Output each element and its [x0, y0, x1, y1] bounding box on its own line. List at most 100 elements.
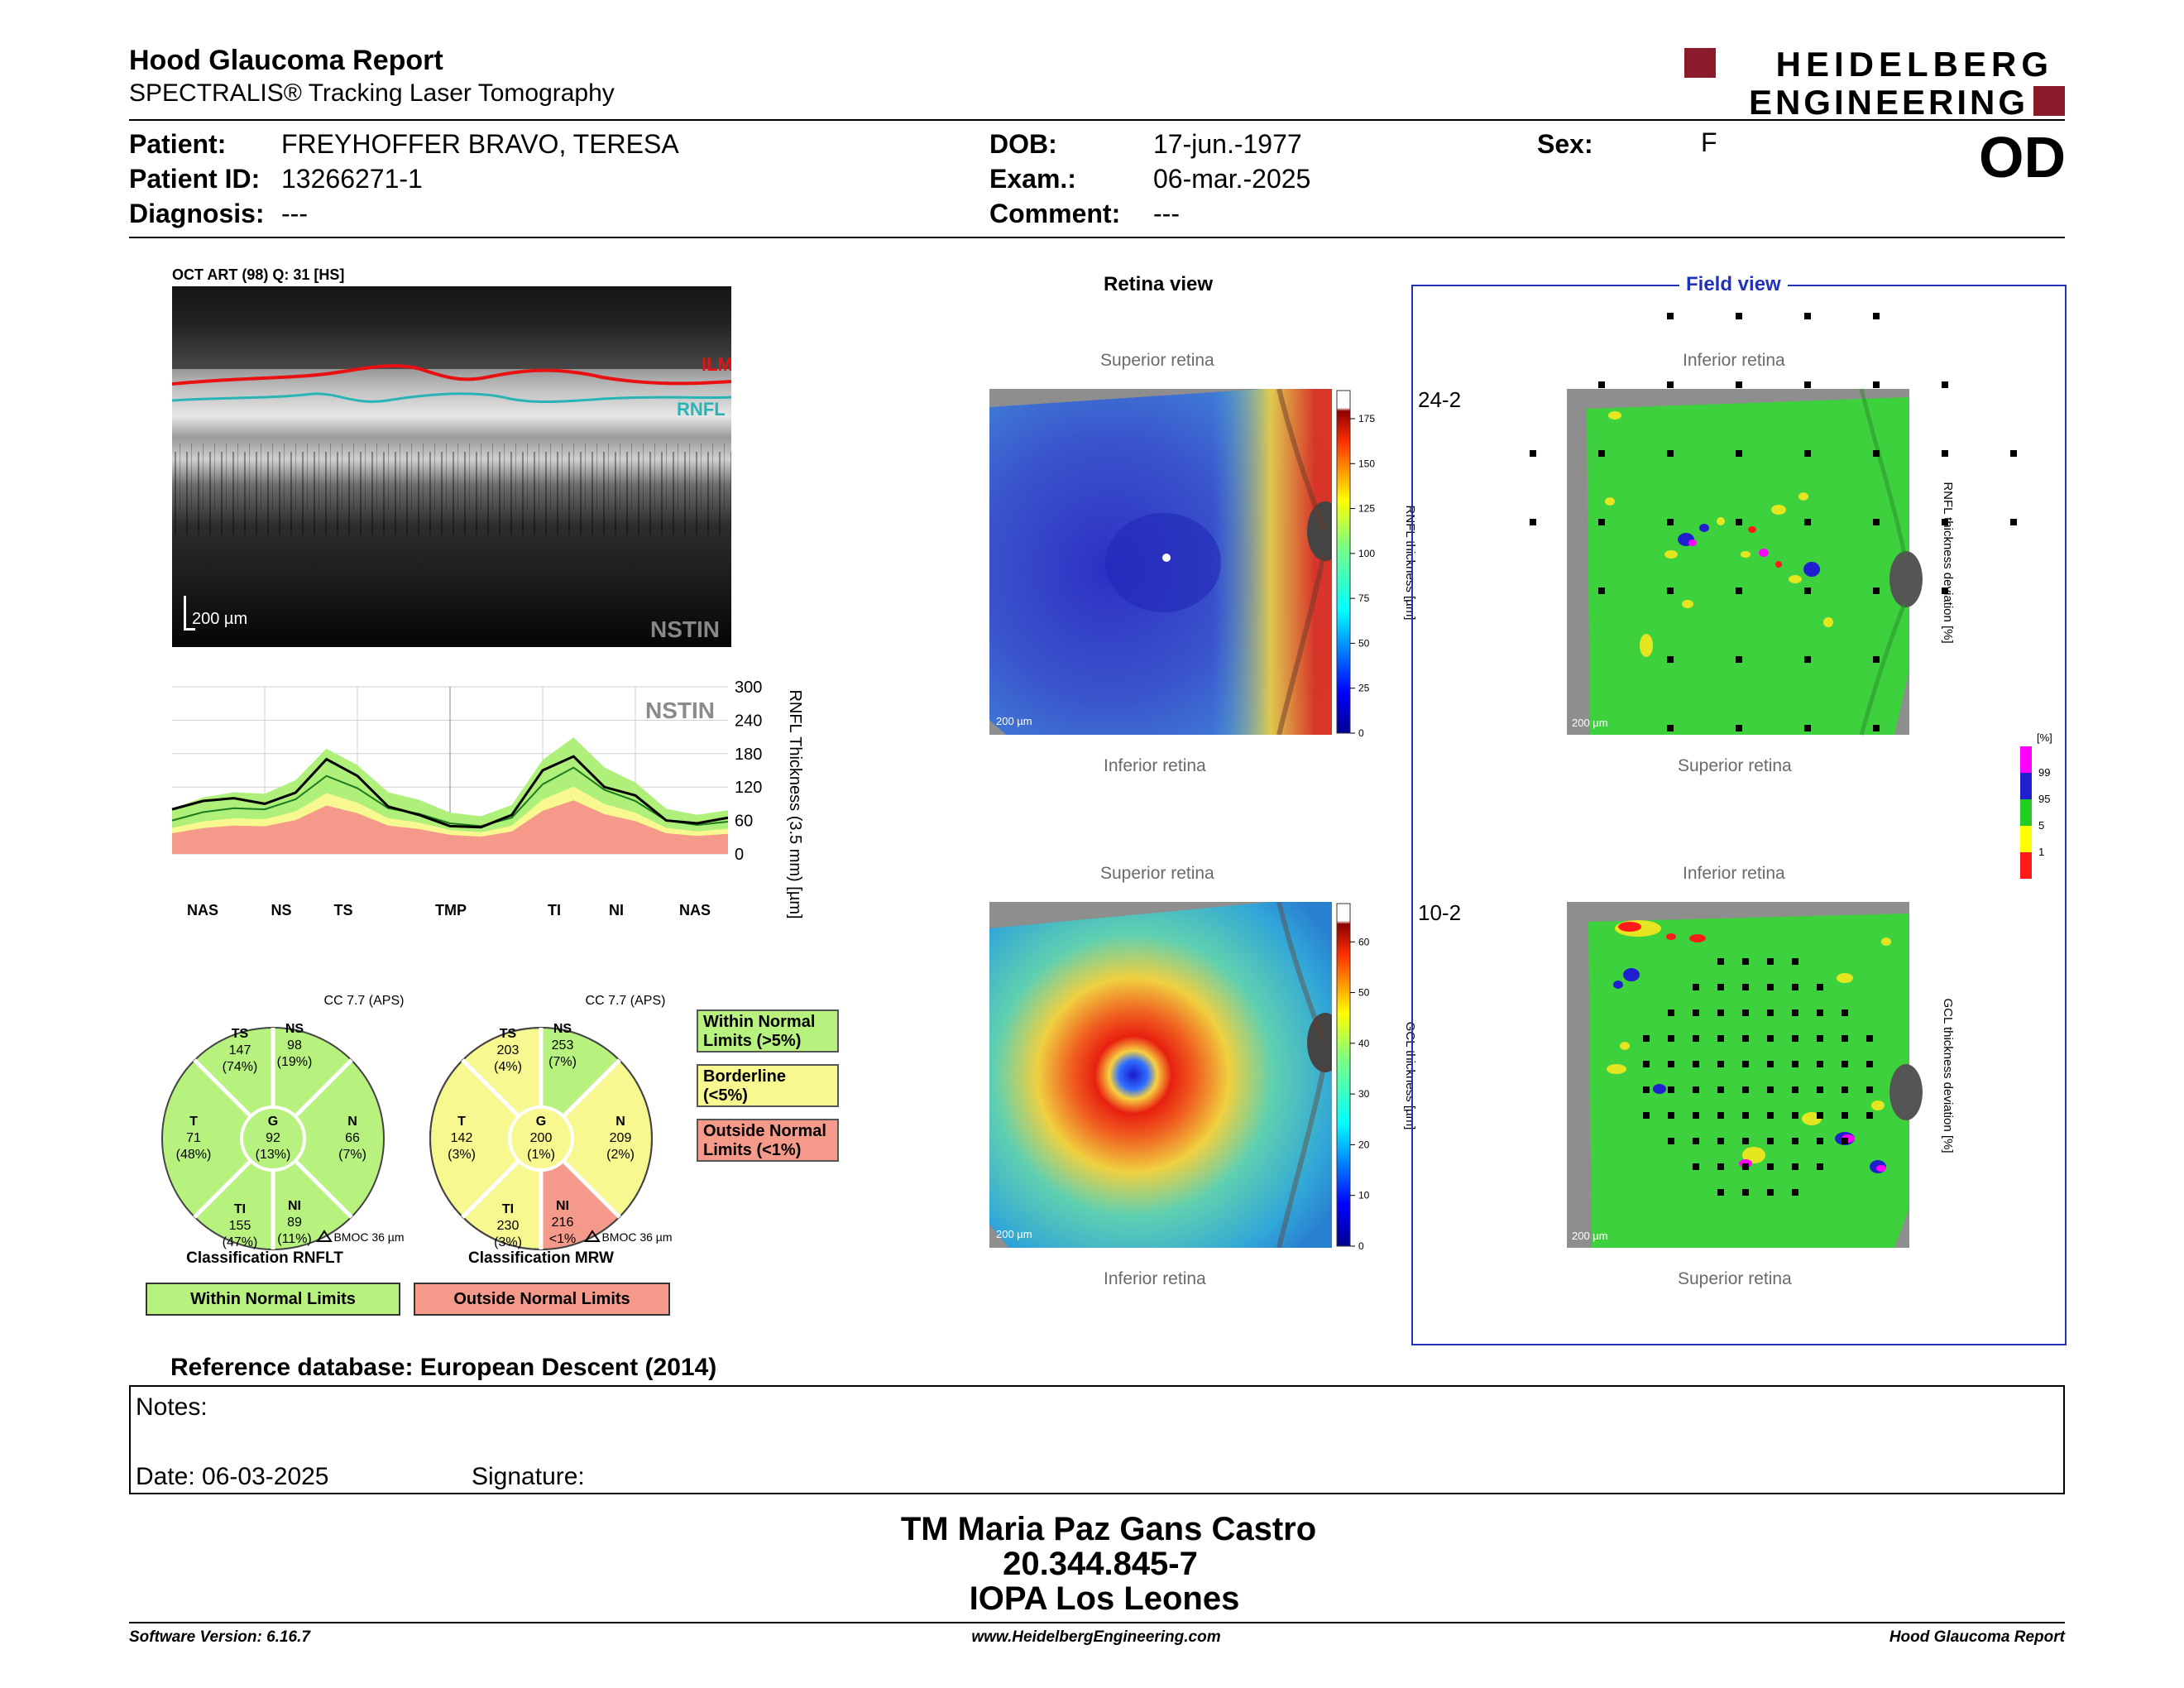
gcl-cb-ticks-20: 20	[1358, 1139, 1370, 1150]
footer-url[interactable]: www.HeidelbergEngineering.com	[971, 1628, 1221, 1646]
rnflt-ns-pct: (19%)	[277, 1055, 313, 1069]
rnfl-map-scale: 200 µm	[996, 715, 1032, 727]
test-point	[1792, 1189, 1798, 1196]
y-tick-240: 240	[735, 712, 762, 730]
sex: F	[1701, 127, 1717, 157]
test-point	[1767, 1138, 1774, 1144]
classification-rnflt: CC 7.7 (APS) TS 147 (74%) NS 98 (19%) T …	[141, 990, 414, 1271]
gcl-thickness-map: 200 µm	[989, 901, 1343, 1249]
eye-label: OD	[1979, 125, 2066, 189]
test-point	[1742, 1163, 1749, 1170]
test-point	[1792, 1035, 1798, 1042]
gcl-dev-scale: 200 µm	[1572, 1230, 1608, 1242]
oct-nstin-label: NSTIN	[650, 616, 720, 642]
rnflt-t-pct: (48%)	[176, 1148, 212, 1162]
mrw-t-pct: (3%)	[448, 1148, 476, 1162]
oct-rnfl-label: RNFL	[677, 399, 726, 420]
mrw-bmoc: BMOC 36 µm	[601, 1230, 672, 1244]
rnfl-cb-ticks-25: 25	[1358, 683, 1370, 694]
rnflt-ts-value: 147	[229, 1043, 251, 1057]
test-point	[1804, 725, 1811, 731]
y-tick-300: 300	[735, 679, 762, 697]
test-point	[1742, 1061, 1749, 1067]
patient-thickness-line	[171, 755, 729, 829]
rnflt-g-pct: (13%)	[256, 1148, 291, 1162]
test-point	[1742, 1035, 1749, 1042]
y-tick-120: 120	[735, 779, 762, 797]
test-point	[1817, 984, 1823, 990]
gcl-map-scale: 200 µm	[996, 1228, 1032, 1240]
test-point	[1667, 450, 1674, 457]
field-inferior-label-2: Inferior retina	[1683, 864, 1785, 883]
rnfl-cb-ticks-100: 100	[1358, 548, 1375, 559]
pct-1: 1	[2038, 846, 2044, 858]
rnfl-cb-ticks-150: 150	[1358, 458, 1375, 469]
test-point	[1693, 1112, 1699, 1119]
retina-inferior-label-1: Inferior retina	[1104, 756, 1206, 775]
chart-title: NSTIN	[645, 698, 715, 723]
test-point	[1873, 381, 1880, 388]
rnfl-dev-axis-label: RNFL thickness deviation [%]	[1941, 482, 1955, 643]
rnfl-cb-ticks-175: 175	[1358, 413, 1375, 424]
retina-superior-label-1: Superior retina	[1100, 351, 1214, 370]
mrw-ns-label: NS	[553, 1022, 572, 1036]
field-inferior-label-1: Inferior retina	[1683, 351, 1785, 370]
diagnosis-label: Diagnosis:	[129, 199, 265, 228]
test-point	[1792, 1112, 1798, 1119]
test-point	[1767, 958, 1774, 965]
test-point	[1693, 1086, 1699, 1093]
mrw-ns-value: 253	[552, 1038, 574, 1053]
test-point	[1742, 984, 1749, 990]
test-point	[1530, 450, 1536, 457]
test-point	[1668, 1009, 1674, 1016]
rnflt-g-label: G	[268, 1115, 278, 1129]
rnflt-ti-value: 155	[229, 1219, 251, 1233]
dob-label: DOB:	[989, 129, 1057, 159]
test-point	[1667, 381, 1674, 388]
notes-box[interactable]: Notes: Date: 06-03-2025 Signature:	[129, 1385, 2065, 1494]
test-point	[1873, 656, 1880, 663]
rnflt-t-label: T	[189, 1115, 198, 1129]
mrw-ti-pct: (3%)	[494, 1235, 522, 1249]
test-point	[1804, 519, 1811, 525]
field-view-title: Field view	[1679, 273, 1788, 296]
sector-label-ns: NS	[271, 902, 291, 918]
test-point	[1817, 1009, 1823, 1016]
test-point	[1873, 587, 1880, 594]
test-point	[1742, 1189, 1749, 1196]
test-point	[1717, 1061, 1724, 1067]
test-point	[1873, 519, 1880, 525]
test-point	[1667, 519, 1674, 525]
test-point	[1842, 1112, 1848, 1119]
pct-legend-title: [%]	[2037, 731, 2052, 744]
test-point	[1717, 958, 1724, 965]
legend-outside-normal-text: Outside Normal Limits (<1%)	[703, 1122, 826, 1159]
test-point	[1693, 1009, 1699, 1016]
test-point	[1643, 1061, 1650, 1067]
test-point	[1693, 1138, 1699, 1144]
rnflt-g-value: 92	[266, 1131, 280, 1145]
test-point	[1736, 450, 1742, 457]
test-point	[1792, 1163, 1798, 1170]
legend-within-normal: Within Normal Limits (>5%)	[697, 1009, 839, 1053]
mrw-g-pct: (1%)	[527, 1148, 555, 1162]
rnflt-ns-label: NS	[285, 1022, 304, 1036]
pct-5: 5	[2038, 819, 2044, 832]
test-point	[1804, 450, 1811, 457]
oct-ilm-label: ILM	[702, 354, 731, 375]
test-point	[1842, 1138, 1848, 1144]
test-point	[1817, 1035, 1823, 1042]
test-point	[1668, 1061, 1674, 1067]
test-point	[1598, 381, 1605, 388]
test-point	[1866, 1035, 1873, 1042]
rnfl-thickness-chart: 0 60 120 180 240 300 NAS NS TS TMP TI NI NAS NSTIN …	[116, 662, 827, 935]
test-point	[1767, 1035, 1774, 1042]
logo-line-1: HEIDELBERG	[1776, 46, 2053, 84]
sector-label-ts: TS	[333, 902, 352, 918]
y-tick-0: 0	[735, 846, 744, 864]
rnflt-n-value: 66	[345, 1131, 360, 1145]
y-tick-60: 60	[735, 813, 753, 831]
comment: ---	[1153, 199, 1180, 228]
mrw-title: Classification MRW	[468, 1249, 614, 1267]
test-point	[1667, 587, 1674, 594]
